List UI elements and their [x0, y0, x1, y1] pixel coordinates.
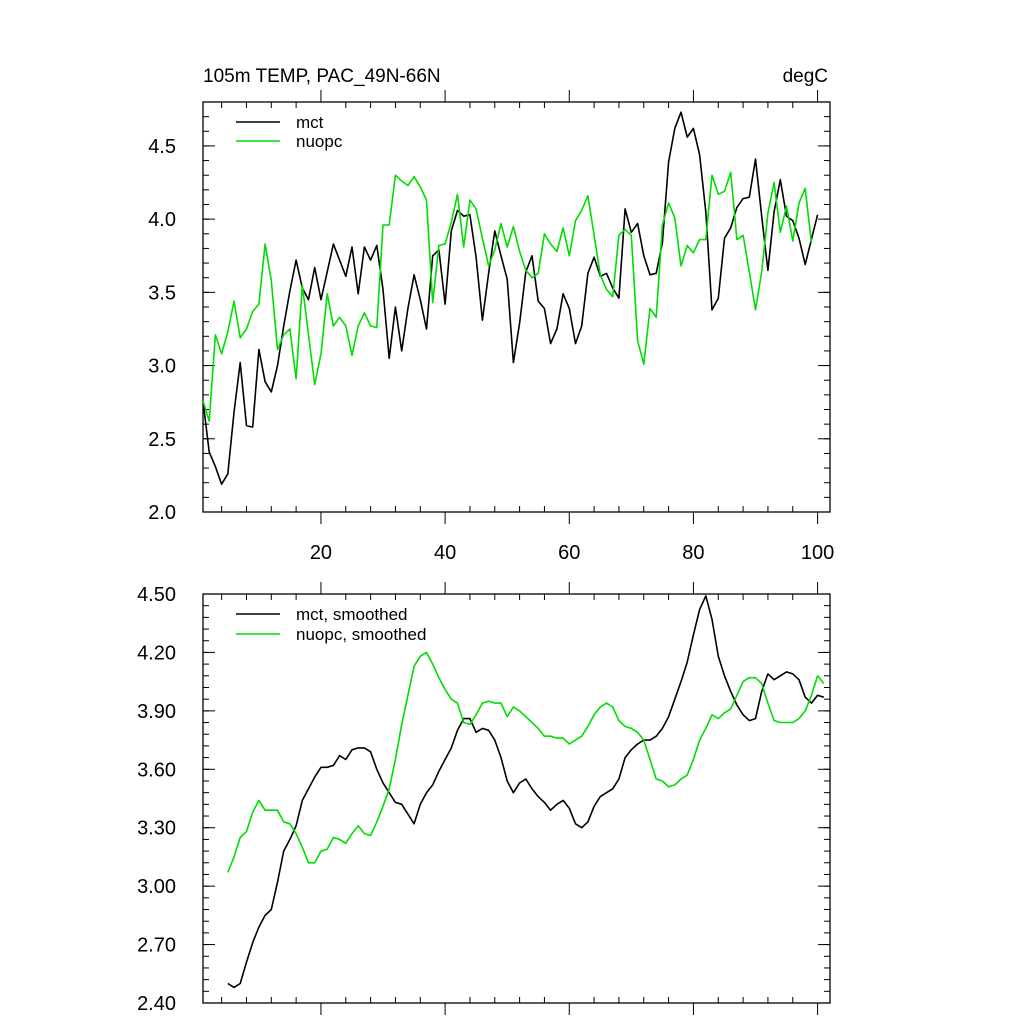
plot-frame: [202, 593, 831, 1004]
series-line-nuopc: [202, 171, 813, 423]
y-tick-label: 4.20: [137, 642, 176, 664]
y-tick-label: 2.40: [137, 993, 176, 1015]
y-tick-label: 4.0: [148, 209, 176, 231]
y-tick-label: 3.60: [137, 759, 176, 781]
legend-label: mct: [296, 113, 324, 132]
y-tick-label: 3.00: [137, 876, 176, 898]
x-tick-label: 20: [310, 542, 332, 564]
y-tick-label: 4.5: [148, 136, 176, 158]
y-tick-label: 4.50: [137, 584, 176, 606]
series-line-mct: [202, 111, 819, 486]
x-tick-label: 80: [682, 542, 704, 564]
top-panel: 105m TEMP, PAC_49N-66N degC 2.0 2.5 3.0 3.5 4.…: [148, 66, 834, 564]
x-tick-label: 100: [801, 542, 834, 564]
x-tick-label: 40: [434, 542, 456, 564]
series-line-nuopc-smoothed: [227, 651, 825, 873]
y-tick-label: 2.70: [137, 935, 176, 957]
y-tick-label: 3.5: [148, 282, 176, 304]
legend-label: mct, smoothed: [296, 605, 408, 624]
y-tick-label: 3.90: [137, 701, 176, 723]
units-label: degC: [783, 66, 828, 87]
series-line-mct-smoothed: [227, 595, 825, 989]
y-tick-label: 3.30: [137, 818, 176, 840]
y-tick-label: 2.5: [148, 429, 176, 451]
plot-frame: [202, 101, 831, 513]
legend-label: nuopc: [296, 132, 343, 151]
legend-label: nuopc, smoothed: [296, 625, 426, 644]
y-tick-label: 2.0: [148, 502, 176, 524]
chart-title: 105m TEMP, PAC_49N-66N: [203, 66, 441, 87]
bottom-panel: 2.40 2.70 3.00 3.30 3.60 3.90 4.20 4.50 mct, smo…: [137, 582, 831, 1015]
x-tick-label: 60: [558, 542, 580, 564]
y-tick-label: 3.0: [148, 356, 176, 378]
